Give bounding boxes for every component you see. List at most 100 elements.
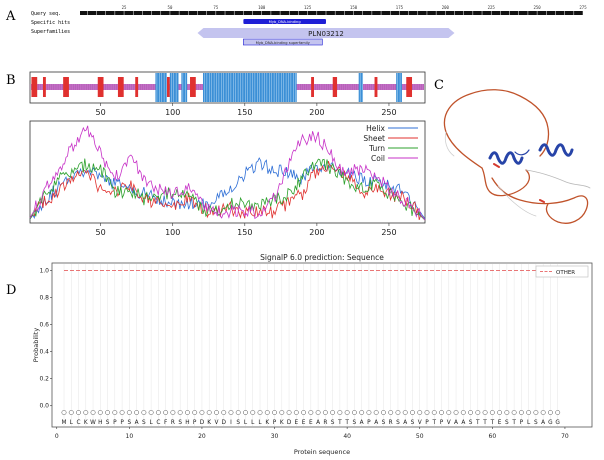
ruler-tick-label: 175 <box>396 5 404 10</box>
residue-letter: P <box>367 420 371 426</box>
residue-letter: H <box>185 420 189 426</box>
residue-marker <box>105 410 111 415</box>
residue-marker <box>366 410 372 415</box>
residue-marker <box>199 410 205 415</box>
residue-letter: P <box>273 420 277 426</box>
residue-marker <box>468 410 474 415</box>
x-tick-label: 20 <box>198 433 206 440</box>
ruler-tick-label: 100 <box>258 5 266 10</box>
residue-marker <box>395 410 401 415</box>
residue-marker <box>221 410 227 415</box>
residue-marker <box>322 410 328 415</box>
residue-marker <box>264 410 270 415</box>
ruler-tick-label: 275 <box>579 5 587 10</box>
residue-letter: F <box>164 420 167 426</box>
ruler-tick-label: 200 <box>442 5 450 10</box>
residue-letter: L <box>244 420 248 426</box>
residue-letter: S <box>178 420 182 426</box>
line-tick-label: 200 <box>309 228 324 237</box>
sheet-segment <box>97 77 104 97</box>
signalp-gridlines <box>63 264 558 426</box>
legend-label-sheet: Sheet <box>363 134 385 143</box>
residue-letter: P <box>440 420 444 426</box>
ruler-tick-label: 225 <box>488 5 496 10</box>
secondary-structure-strip <box>29 73 424 102</box>
residue-letter: C <box>156 420 160 426</box>
residue-letter: C <box>76 420 80 426</box>
residue-marker <box>68 410 74 415</box>
helix-segment <box>358 73 364 102</box>
residue-letter: A <box>454 420 458 426</box>
residue-letter: A <box>360 420 364 426</box>
legend-label-coil: Coil <box>371 154 385 163</box>
specific-hit-label: Myb_DNA-binding <box>269 20 301 24</box>
residue-marker <box>163 410 169 415</box>
residue-letter: S <box>396 420 400 426</box>
ruler-tick-label: 125 <box>304 5 312 10</box>
strip-tick-label: 100 <box>165 108 180 117</box>
legend-label-helix: Helix <box>366 124 385 133</box>
residue-marker <box>228 410 234 415</box>
residue-letter: D <box>200 420 205 426</box>
residue-marker <box>547 410 553 415</box>
residue-marker <box>250 410 256 415</box>
signalp-x-label: Protein sequence <box>294 448 350 456</box>
y-tick-label: 1.0 <box>39 268 49 275</box>
residue-marker <box>518 410 524 415</box>
strip-tick-label: 50 <box>96 108 106 117</box>
residue-marker <box>482 410 488 415</box>
residue-marker <box>293 410 299 415</box>
signalp-x-axis: 0 10 20 30 40 50 60 70 <box>55 427 569 440</box>
ruler-tick-label: 75 <box>213 5 218 10</box>
residue-marker <box>76 410 81 415</box>
residue-marker <box>380 410 386 415</box>
residue-letter: A <box>403 420 407 426</box>
residue-letter: S <box>236 420 240 426</box>
residue-marker <box>475 410 481 415</box>
series-helix-line <box>29 157 426 220</box>
residue-marker <box>373 410 379 415</box>
strip-tick-label: 200 <box>309 108 324 117</box>
residue-marker <box>83 410 89 415</box>
sheet-segment <box>135 77 139 97</box>
residue-letter: W <box>90 420 96 426</box>
residue-letter: T <box>337 420 342 426</box>
sheet-segment <box>190 77 196 97</box>
residue-letter: S <box>127 420 131 426</box>
specific-hits-label: Specific hits <box>31 20 70 26</box>
superfamily-bar <box>243 38 323 46</box>
sheet-segment <box>311 77 314 97</box>
residue-marker <box>308 410 314 415</box>
helix-segment <box>396 73 402 102</box>
residue-marker <box>126 410 132 415</box>
x-tick-label: 0 <box>55 433 59 440</box>
residue-marker <box>155 410 161 415</box>
residue-marker <box>344 410 350 415</box>
residue-marker <box>497 410 503 415</box>
residue-letter: P <box>113 420 117 426</box>
residue-letter: T <box>511 420 516 426</box>
residue-letter: G <box>548 420 553 426</box>
residue-letter: E <box>498 420 502 426</box>
residue-marker <box>112 410 118 415</box>
y-tick-label: 0.8 <box>39 295 49 302</box>
y-tick-label: 0.6 <box>39 322 49 329</box>
legend-label-other: OTHER <box>556 270 575 276</box>
residue-marker <box>272 410 277 415</box>
legend-label-turn: Turn <box>368 144 385 153</box>
query-seq-label: Query seq. <box>31 11 61 17</box>
residue-letter: L <box>70 420 74 426</box>
y-tick-label: 0.2 <box>39 376 49 383</box>
x-tick-label: 40 <box>343 433 351 440</box>
residue-marker <box>504 410 510 415</box>
residue-marker <box>184 410 190 415</box>
residue-marker <box>301 410 307 415</box>
propensity-x-axis: 50 100 150 200 250 <box>96 223 397 237</box>
query-sequence-bar <box>80 11 583 15</box>
residue-letter: E <box>302 420 306 426</box>
panel-label-a: A <box>5 9 16 24</box>
residue-letter: T <box>482 420 487 426</box>
superfamily-bar <box>197 28 455 38</box>
residue-marker <box>526 410 532 415</box>
